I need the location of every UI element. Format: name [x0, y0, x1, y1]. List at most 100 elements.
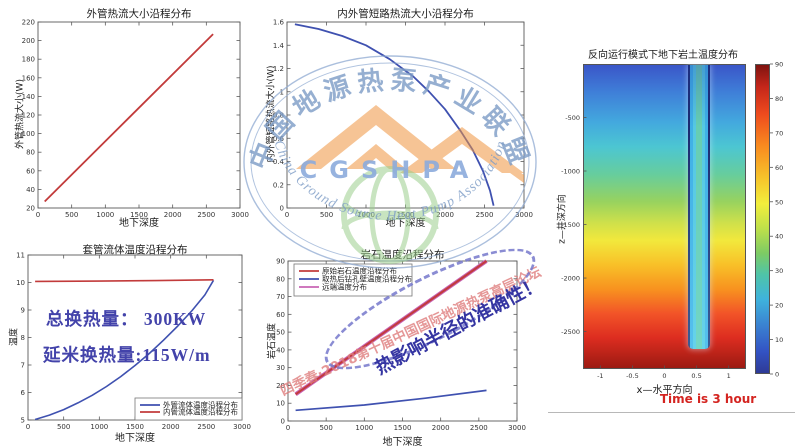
svg-text:60: 60: [775, 164, 783, 172]
heatmap-ticks: -1 -0.5 0 0.5 1 -500 -1000 -1500 -2000 -2500 0 10 20…: [561, 61, 783, 381]
svg-text:2500: 2500: [197, 423, 215, 431]
svg-text:50: 50: [775, 198, 783, 206]
svg-text:0.6: 0.6: [273, 135, 285, 143]
svg-text:3000: 3000: [508, 424, 526, 432]
svg-text:2500: 2500: [476, 211, 494, 219]
svg-text:1500: 1500: [397, 211, 415, 219]
svg-text:70: 70: [276, 293, 285, 301]
svg-text:5: 5: [21, 417, 25, 425]
svg-text:-1000: -1000: [561, 168, 580, 176]
svg-text:3000: 3000: [231, 211, 249, 219]
x-axis-label: 地下深度: [119, 218, 159, 229]
chart-title: 套管流体温度沿程分布: [82, 244, 188, 256]
svg-text:90: 90: [276, 258, 285, 266]
svg-text:1.4: 1.4: [273, 42, 285, 50]
svg-text:50: 50: [276, 329, 285, 337]
svg-text:40: 40: [26, 186, 35, 194]
x-axis-label: 地下深度: [382, 437, 423, 448]
svg-text:外管流体温度沿程分布: 外管流体温度沿程分布: [163, 400, 238, 410]
svg-text:-0.5: -0.5: [626, 372, 639, 380]
svg-text:100: 100: [22, 130, 35, 138]
svg-text:200: 200: [22, 37, 35, 45]
svg-text:0.2: 0.2: [273, 181, 284, 189]
svg-text:40: 40: [276, 346, 285, 354]
chart-casing-fluid-temperature: 套管流体温度沿程分布 温度 地下深度 0 500 1000 1500 2000 2500 3…: [4, 234, 256, 448]
borehole-pipe-stripe: [688, 65, 710, 349]
svg-text:0.5: 0.5: [691, 372, 701, 380]
svg-text:90: 90: [775, 61, 783, 69]
chart-title: 外管热流大小沿程分布: [86, 8, 192, 20]
svg-text:2500: 2500: [470, 424, 488, 432]
svg-text:-1500: -1500: [561, 221, 580, 229]
chart-title: 内外管短路热流大小沿程分布: [337, 8, 474, 20]
svg-text:80: 80: [775, 95, 783, 103]
chart-short-circuit-heat-flow: 内外管短路热流大小沿程分布 内外管短路热流大小(W) 地下深度 0 500 1000…: [260, 2, 548, 229]
svg-text:500: 500: [320, 211, 333, 219]
svg-text:8: 8: [21, 334, 25, 342]
svg-text:1.6: 1.6: [273, 19, 285, 27]
svg-text:0: 0: [26, 423, 30, 431]
colorbar: [755, 64, 770, 374]
svg-text:远端温度分布: 远端温度分布: [322, 282, 367, 292]
svg-text:500: 500: [319, 424, 332, 432]
per-meter-heat-annotation: 延米换热量:115W/m: [43, 345, 211, 365]
svg-text:500: 500: [57, 423, 70, 431]
svg-text:0.4: 0.4: [273, 158, 285, 166]
horizontal-divider: [548, 412, 795, 413]
svg-text:30: 30: [775, 267, 783, 275]
svg-text:1000: 1000: [357, 211, 375, 219]
heatmap-x-axis-label: x—水平方向: [636, 385, 693, 396]
panel-ground-temperature-heatmap: 反向运行模式下地下岩土温度分布 z—井深方向 x—水平方向 Time is 3 …: [548, 30, 800, 430]
svg-text:原始岩石温度沿程分布: 原始岩石温度沿程分布: [322, 266, 397, 276]
svg-text:0: 0: [280, 205, 284, 213]
svg-text:2000: 2000: [432, 424, 450, 432]
svg-text:1000: 1000: [96, 211, 114, 219]
svg-text:2000: 2000: [436, 211, 454, 219]
svg-text:80: 80: [276, 275, 285, 283]
svg-text:-500: -500: [565, 114, 580, 122]
svg-text:6: 6: [21, 389, 26, 397]
svg-text:1500: 1500: [394, 424, 412, 432]
svg-text:0: 0: [775, 371, 779, 379]
svg-text:1500: 1500: [126, 423, 144, 431]
svg-text:60: 60: [26, 167, 35, 175]
svg-text:取热后钻孔壁温度沿程分布: 取热后钻孔壁温度沿程分布: [322, 274, 412, 284]
series-line: [34, 279, 215, 421]
svg-text:10: 10: [276, 400, 285, 408]
svg-text:20: 20: [775, 302, 783, 310]
svg-text:20: 20: [276, 382, 285, 390]
svg-text:1500: 1500: [130, 211, 148, 219]
svg-text:120: 120: [22, 112, 35, 120]
svg-text:140: 140: [22, 93, 35, 101]
plot-area: 0 500 1000 1500 2000 2500 3000 20 40 60 80 100 120 14…: [22, 19, 249, 220]
svg-text:220: 220: [22, 19, 35, 27]
svg-text:20: 20: [26, 205, 35, 213]
svg-text:1.2: 1.2: [273, 65, 284, 73]
svg-text:10: 10: [16, 279, 25, 287]
svg-text:-2500: -2500: [561, 328, 580, 336]
heatmap-plot-area: [583, 64, 746, 369]
svg-text:1000: 1000: [355, 424, 373, 432]
svg-text:40: 40: [775, 233, 783, 241]
svg-text:2000: 2000: [162, 423, 180, 431]
svg-text:3000: 3000: [233, 423, 251, 431]
svg-text:3000: 3000: [515, 211, 533, 219]
svg-text:0: 0: [285, 211, 289, 219]
svg-text:7: 7: [21, 362, 25, 370]
svg-text:180: 180: [22, 56, 35, 64]
svg-text:2000: 2000: [164, 211, 182, 219]
svg-text:0: 0: [662, 372, 666, 380]
svg-text:30: 30: [276, 364, 285, 372]
svg-text:-1: -1: [597, 372, 603, 380]
svg-text:内管流体温度沿程分布: 内管流体温度沿程分布: [163, 407, 238, 417]
svg-text:160: 160: [22, 74, 35, 82]
svg-text:1000: 1000: [90, 423, 108, 431]
svg-text:1: 1: [280, 88, 284, 96]
chart-outer-pipe-heat-flow: 外管热流大小沿程分布 外管热流大小(W) 地下深度 0 500 1000 1500 20…: [8, 2, 252, 229]
plot-area: 0 500 1000 1500 2000 2500 3000 5 6 7 8 9 10 11 外管流体温度沿…: [16, 252, 251, 432]
series-line: [35, 279, 214, 283]
svg-text:9: 9: [21, 307, 25, 315]
series-line: [295, 389, 487, 412]
